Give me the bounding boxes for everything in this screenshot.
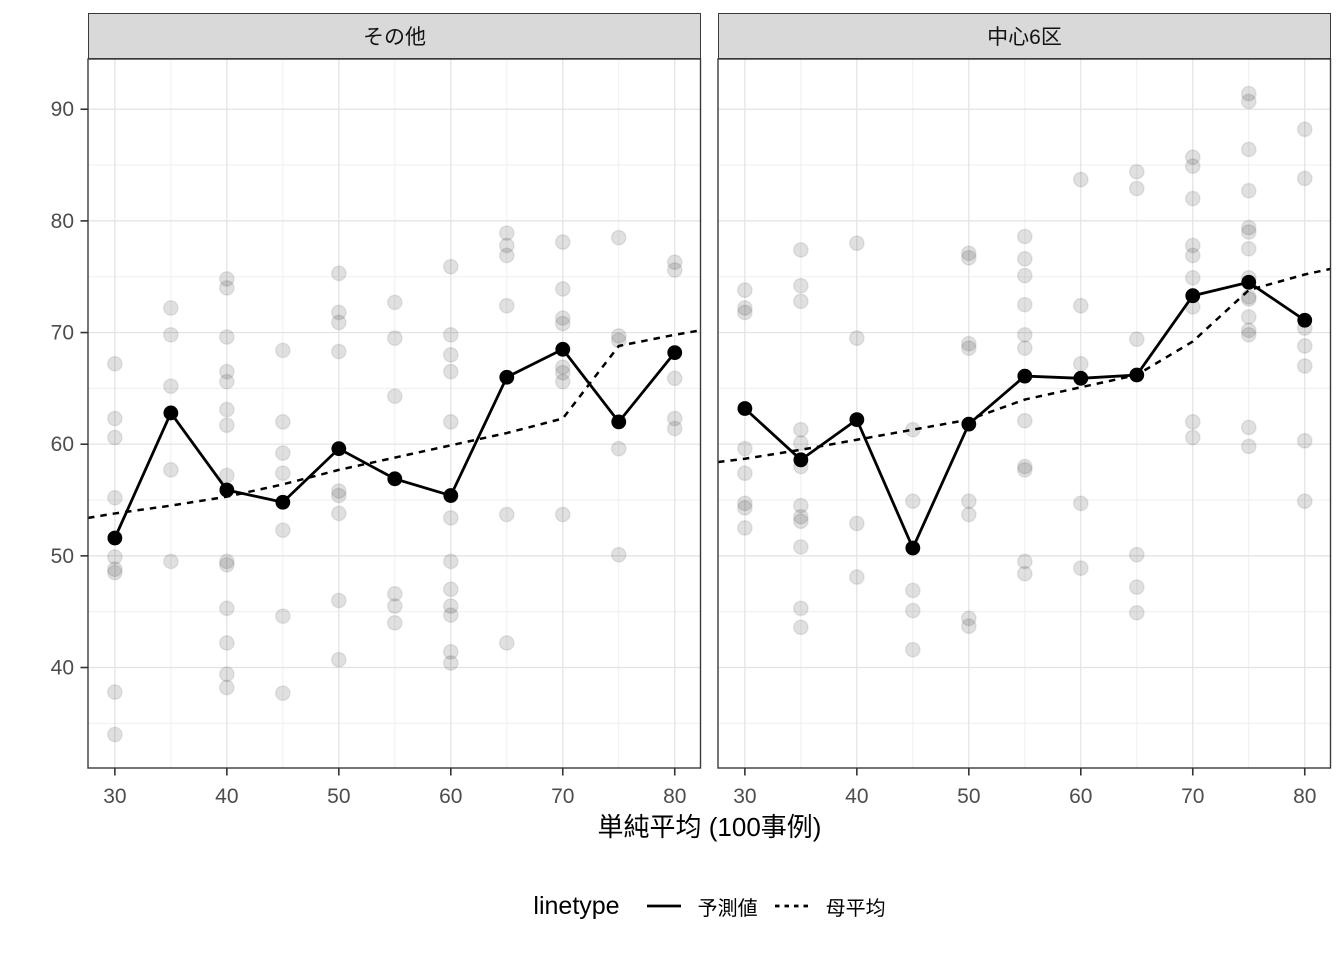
y-axis: 40 50 60 70 80 90 [51, 98, 88, 680]
panel-0-population-mean-line [88, 329, 701, 520]
svg-text:70: 70 [551, 785, 574, 808]
legend-label-population-mean: 母平均 [825, 897, 886, 920]
svg-text:40: 40 [51, 657, 74, 680]
legend-key-dashed-line-icon [774, 904, 809, 908]
panel-0-case-dots [106, 225, 683, 743]
svg-text:50: 50 [957, 785, 980, 808]
svg-text:70: 70 [51, 322, 74, 345]
svg-text:50: 50 [51, 545, 74, 568]
svg-text:80: 80 [51, 210, 74, 233]
panel-1-case-dots [736, 85, 1313, 658]
legend-label-predicted: 予測値 [697, 897, 758, 920]
panel-0-grid [88, 59, 701, 768]
panel-0-border [87, 58, 702, 769]
facet-strip-other: その他 [88, 13, 701, 59]
panel-1-border [717, 58, 1332, 769]
legend-title: linetype [533, 891, 620, 920]
facet-label-other: その他 [363, 26, 426, 49]
svg-text:70: 70 [1181, 785, 1204, 808]
svg-text:30: 30 [103, 785, 126, 808]
svg-text:40: 40 [845, 785, 868, 808]
panel-1-data [718, 85, 1331, 658]
panel-0-x-axis: 30 40 50 60 70 80 [103, 768, 686, 808]
panel-1: 30 40 50 60 70 80 [717, 58, 1332, 808]
legend-key-solid-line-icon [646, 904, 681, 908]
panel-0: 30 40 50 60 70 80 [87, 58, 702, 808]
svg-text:50: 50 [327, 785, 350, 808]
legend: linetype 予測値 母平均 [88, 884, 1331, 928]
svg-text:30: 30 [733, 785, 756, 808]
svg-text:80: 80 [663, 785, 686, 808]
svg-text:80: 80 [1293, 785, 1316, 808]
svg-text:40: 40 [215, 785, 238, 808]
panel-1-x-axis: 30 40 50 60 70 80 [733, 768, 1316, 808]
panel-0-data [88, 225, 701, 743]
x-axis-title: 単純平均 (100事例) [597, 811, 822, 842]
svg-text:60: 60 [439, 785, 462, 808]
panel-0-predicted-points [107, 341, 683, 546]
panel-1-predicted-points [737, 274, 1313, 556]
svg-text:60: 60 [51, 433, 74, 456]
svg-text:90: 90 [51, 98, 74, 121]
facet-label-central6: 中心6区 [987, 26, 1062, 49]
panel-1-population-mean-line [718, 267, 1331, 464]
svg-text:60: 60 [1069, 785, 1092, 808]
